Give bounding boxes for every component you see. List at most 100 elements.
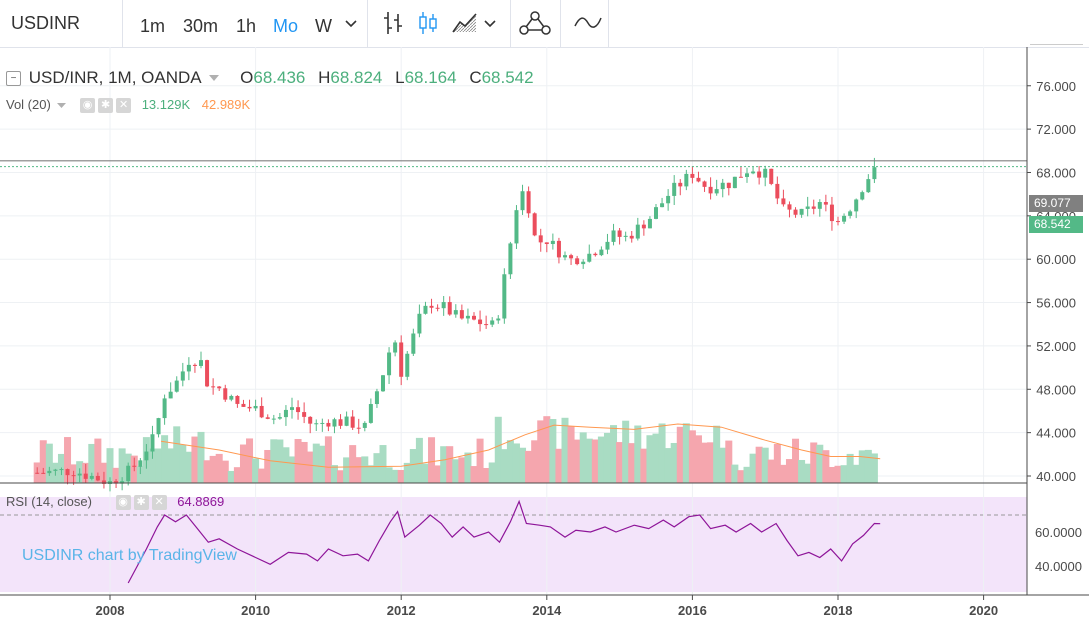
volume-bar [397,469,405,483]
candle-body [241,403,246,407]
volume-bar [664,448,672,483]
timeframe-1h[interactable]: 1h [236,16,257,36]
candle-body [781,198,786,205]
chevron-down-icon[interactable] [484,20,496,28]
candle-body [192,364,197,366]
timeframe-week[interactable]: W [315,16,332,36]
rsi-tick-label: 60.0000 [1035,525,1082,540]
eye-icon[interactable]: ◉ [115,495,131,511]
candle-body [848,211,853,216]
candle-body [872,167,877,180]
candle-body [672,182,677,196]
volume-bar [39,440,47,483]
close-icon[interactable]: ✕ [116,98,132,114]
volume-bar [167,448,175,483]
symbol-label: USDINR [11,13,81,33]
candle-body [89,475,94,479]
volume-bar [694,435,702,483]
volume-bar [203,460,211,483]
candle-body [866,179,871,193]
caret-down-icon[interactable] [209,74,220,83]
y-tick-label: 68.000 [1036,165,1076,180]
candle-body [823,202,828,205]
rsi-background [0,497,1027,592]
timeframe-30m[interactable]: 30m [183,16,219,36]
close-icon[interactable]: ✕ [151,495,167,511]
volume-bar [798,459,806,483]
low-key: L [395,68,405,87]
tradingview-watermark[interactable]: USDINR chart by TradingView [22,547,237,564]
gear-icon[interactable]: ✱ [133,495,149,511]
chevron-down-icon[interactable] [345,20,357,28]
candle-body [763,168,768,178]
bar-chart-icon[interactable] [382,10,404,36]
volume-bar [761,447,769,483]
compare-icon[interactable] [573,10,603,36]
volume-bar [367,465,375,483]
candle-body [799,208,804,215]
candle-body [490,320,495,325]
caret-down-icon[interactable] [57,102,67,109]
candle-body [35,472,40,474]
candle-body [368,404,373,423]
open-value: 68.436 [253,68,306,87]
indicators-icon[interactable] [518,10,552,38]
volume-bar [191,436,199,483]
collapse-icon[interactable]: − [6,71,21,87]
volume-bar [464,452,472,483]
candle-body [599,249,604,256]
gear-icon[interactable]: ✱ [98,98,114,114]
candle-body [666,195,671,204]
price-chart[interactable]: 76.00072.00068.00064.00060.00056.00052.0… [0,47,1089,620]
symbol-search[interactable]: USDINR [0,0,123,47]
volume-bar [476,438,484,483]
candle-body [617,230,622,237]
candle-body [769,168,774,184]
candle-body [550,240,555,245]
volume-bar [343,457,351,483]
volume-bar [573,439,581,483]
candle-body [854,199,859,212]
candlestick-icon[interactable] [417,10,439,36]
timeframe-month[interactable]: Mo [273,16,299,36]
candle-body [623,235,628,237]
volume-bar [634,425,642,483]
volume-bar [628,443,636,483]
candle-body [393,342,398,353]
eye-icon[interactable]: ◉ [80,98,96,114]
candle-body [381,375,385,392]
volume-bar [701,442,709,483]
candle-body [629,235,634,239]
candle-body [95,475,100,481]
candle-body [532,213,537,236]
candle-body [47,470,52,474]
candle-body [817,202,822,209]
candle-body [114,481,119,484]
timeframe-1m[interactable]: 1m [140,16,166,36]
volume-bar [136,466,144,483]
volume-bar [318,445,326,483]
candle-body [259,405,264,418]
volume-bar [239,444,247,483]
volume-bar [670,442,678,483]
volume-bar [470,466,478,483]
candle-body [265,417,270,419]
toolbar-right-spacer [1030,0,1083,45]
candle-body [472,315,476,320]
candle-body [101,480,106,484]
volume-bar [543,416,551,483]
candle-body [199,360,203,366]
volume-bar [519,447,527,483]
volume-bar [773,444,781,483]
volume-bar [179,444,187,483]
candle-body [526,191,531,214]
candle-body [126,465,131,482]
candle-body [41,472,46,474]
candle-body [332,419,337,427]
area-chart-icon[interactable] [452,10,478,36]
rsi-label: RSI (14, close) [6,494,92,509]
candle-body [793,209,798,215]
last-close-price-label: 68.542 [1029,216,1083,233]
candle-body [514,210,519,244]
candle-body [83,473,88,479]
